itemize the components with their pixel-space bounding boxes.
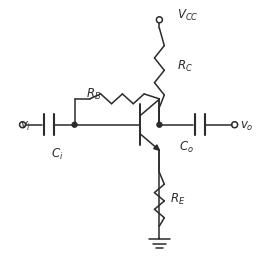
Circle shape <box>72 122 77 127</box>
Text: $R_B$: $R_B$ <box>86 87 101 102</box>
Text: $R_C$: $R_C$ <box>177 59 193 74</box>
Text: $v_o$: $v_o$ <box>240 120 254 133</box>
Text: $C_i$: $C_i$ <box>51 147 63 162</box>
Circle shape <box>157 122 162 127</box>
Text: $C_o$: $C_o$ <box>179 140 194 155</box>
Polygon shape <box>154 145 160 150</box>
Text: $R_E$: $R_E$ <box>170 192 186 207</box>
Text: $V_{CC}$: $V_{CC}$ <box>177 8 199 23</box>
Text: $v_i$: $v_i$ <box>20 120 32 133</box>
